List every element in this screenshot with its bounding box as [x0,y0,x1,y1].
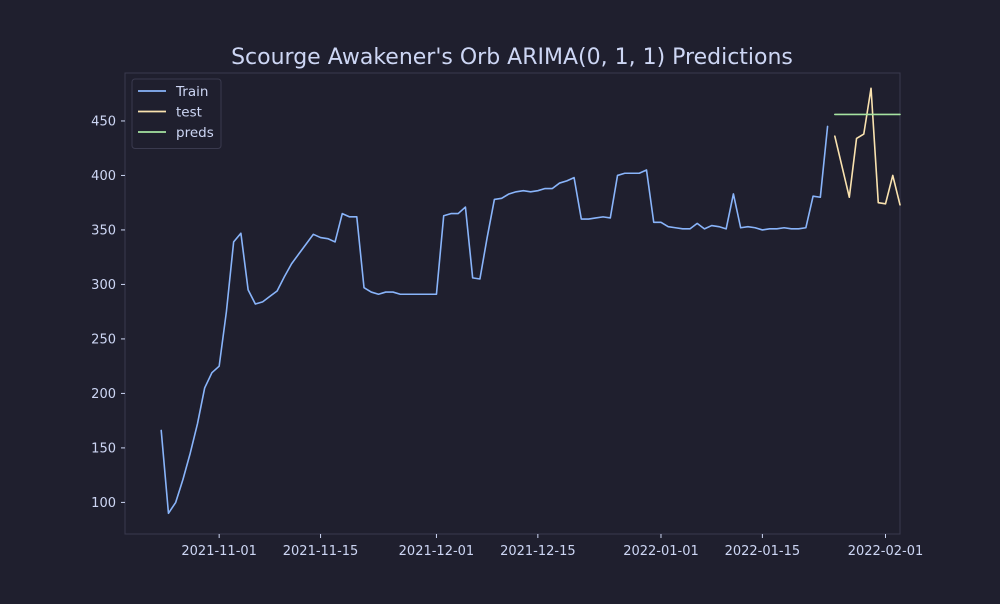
y-tick-label: 350 [91,223,116,238]
legend-label-preds: preds [176,125,214,141]
x-tick-label: 2022-01-15 [725,544,801,559]
x-tick-label: 2021-11-15 [283,544,359,559]
chart-title: Scourge Awakener's Orb ARIMA(0, 1, 1) Pr… [231,45,793,70]
axes: 100 150 200 250 300 350 400 450 2021-11-01 2021-1… [91,72,924,559]
y-tick-label: 200 [91,387,116,402]
x-tick-label: 2021-12-01 [399,544,475,559]
x-tick-label: 2022-01-01 [623,544,699,559]
series-line-test [834,87,901,206]
y-tick-label: 450 [91,114,116,129]
y-tick-label: 400 [91,169,116,184]
x-tick-label: 2021-11-01 [181,544,257,559]
y-tick-label: 150 [91,441,116,456]
legend: Train test preds [131,78,222,149]
plot-frame [124,72,901,535]
y-tick-label: 300 [91,278,116,293]
x-tick-label: 2021-12-15 [500,544,576,559]
y-tick-label: 250 [91,332,116,347]
y-tick-label: 100 [91,496,116,511]
x-tick-label: 2022-02-01 [848,544,924,559]
legend-label-train: Train [175,84,208,100]
series-line-train [160,125,829,515]
series-lines [160,87,901,515]
legend-label-test: test [176,105,202,121]
